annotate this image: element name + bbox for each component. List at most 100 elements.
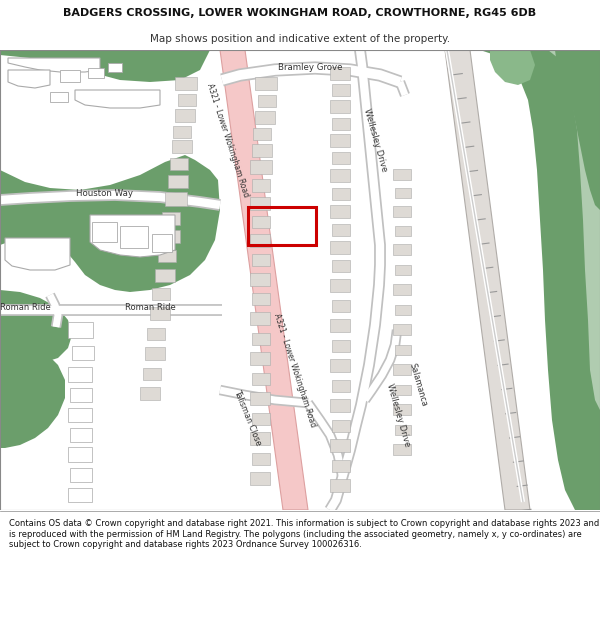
Bar — [150, 307, 170, 320]
Bar — [250, 273, 270, 286]
Bar — [155, 269, 175, 282]
Bar — [332, 340, 350, 352]
Bar — [170, 158, 188, 170]
Polygon shape — [445, 50, 530, 510]
Bar — [332, 420, 350, 432]
Text: A321 - Lower Wokingham Road: A321 - Lower Wokingham Road — [205, 82, 251, 198]
Text: Roman Ride: Roman Ride — [125, 304, 175, 312]
Polygon shape — [490, 50, 535, 85]
Bar — [330, 359, 350, 372]
Bar — [68, 488, 92, 502]
Bar — [250, 352, 270, 365]
Bar — [332, 260, 350, 272]
Bar — [172, 140, 192, 153]
Bar — [252, 333, 270, 345]
Bar — [250, 312, 270, 325]
Bar — [332, 300, 350, 312]
Text: Wellesley Drive: Wellesley Drive — [362, 107, 388, 172]
Text: BADGERS CROSSING, LOWER WOKINGHAM ROAD, CROWTHORNE, RG45 6DB: BADGERS CROSSING, LOWER WOKINGHAM ROAD, … — [64, 8, 536, 18]
Polygon shape — [540, 50, 600, 410]
Bar — [145, 347, 165, 360]
Bar — [250, 160, 272, 174]
Polygon shape — [0, 50, 220, 292]
Polygon shape — [0, 330, 65, 510]
Bar — [160, 230, 180, 243]
Bar — [173, 126, 191, 138]
Polygon shape — [8, 70, 50, 88]
Bar — [332, 84, 350, 96]
Bar — [162, 212, 180, 225]
Bar — [250, 392, 270, 405]
Bar — [255, 77, 277, 90]
Bar — [330, 100, 350, 113]
Text: Salamanca: Salamanca — [407, 362, 428, 408]
Bar — [143, 368, 161, 380]
Bar — [332, 460, 350, 472]
Bar — [330, 439, 350, 452]
Text: Map shows position and indicative extent of the property.: Map shows position and indicative extent… — [150, 34, 450, 44]
Polygon shape — [460, 50, 600, 510]
Bar — [393, 364, 411, 375]
Bar — [252, 144, 272, 157]
Bar — [393, 206, 411, 217]
Bar — [395, 425, 411, 435]
Bar — [252, 254, 270, 266]
Bar — [393, 244, 411, 255]
Polygon shape — [555, 50, 600, 210]
Bar — [250, 432, 270, 445]
Bar — [330, 205, 350, 218]
Bar — [253, 128, 271, 140]
Bar — [88, 68, 104, 78]
Bar — [393, 404, 411, 415]
Bar — [395, 265, 411, 275]
Bar — [395, 305, 411, 315]
Bar — [120, 226, 148, 248]
Bar — [60, 70, 80, 82]
Bar — [72, 346, 94, 360]
Bar — [92, 222, 117, 242]
Bar — [175, 109, 195, 122]
Bar — [252, 216, 270, 228]
Polygon shape — [0, 50, 210, 82]
Polygon shape — [220, 50, 308, 510]
Bar — [250, 234, 270, 247]
Bar — [330, 169, 350, 182]
Bar — [332, 152, 350, 164]
Bar — [252, 453, 270, 465]
Bar — [330, 279, 350, 292]
Bar — [70, 428, 92, 442]
Bar — [395, 226, 411, 236]
Bar — [393, 444, 411, 455]
Bar — [252, 373, 270, 385]
Text: Talisman Close: Talisman Close — [233, 389, 263, 448]
Bar — [330, 67, 350, 80]
Bar — [258, 95, 276, 107]
Bar — [393, 284, 411, 295]
Bar — [250, 472, 270, 485]
Polygon shape — [90, 215, 175, 257]
Polygon shape — [5, 238, 70, 270]
Text: Bramley Grove: Bramley Grove — [278, 64, 342, 72]
Bar — [332, 380, 350, 392]
Polygon shape — [0, 290, 72, 362]
Bar — [68, 367, 92, 382]
Bar — [152, 288, 170, 300]
Bar — [165, 192, 187, 206]
Bar — [175, 77, 197, 90]
Bar — [178, 94, 196, 106]
Bar — [330, 134, 350, 147]
Bar — [108, 63, 122, 72]
Bar — [68, 322, 93, 338]
Text: Roman Ride: Roman Ride — [0, 304, 50, 312]
Text: Houston Way: Houston Way — [77, 189, 133, 198]
Polygon shape — [8, 58, 100, 72]
Text: Contains OS data © Crown copyright and database right 2021. This information is : Contains OS data © Crown copyright and d… — [9, 519, 599, 549]
Bar — [140, 387, 160, 400]
Polygon shape — [75, 90, 160, 108]
Bar — [68, 447, 92, 462]
Bar — [68, 408, 92, 422]
Bar — [395, 188, 411, 198]
Bar — [250, 197, 270, 210]
Bar — [393, 169, 411, 180]
Bar — [50, 92, 68, 102]
